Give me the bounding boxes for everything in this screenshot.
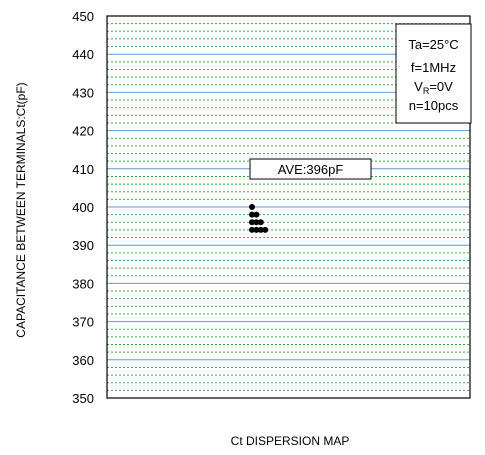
minor-grid [107,23,470,391]
condition-frequency: f=1MHz [411,60,456,75]
y-axis-ticks: 350 360 370 380 390 400 410 420 430 440 450 [72,9,94,406]
data-points [249,204,269,233]
data-point [249,219,255,226]
data-point [249,211,255,218]
data-point [253,219,260,226]
average-box: AVE:396pF [249,158,372,180]
data-point [253,226,260,233]
y-tick-label: 400 [72,200,94,215]
y-tick-label: 380 [72,276,94,291]
data-point [249,204,255,210]
y-tick-label: 390 [72,238,94,253]
y-tick-label: 350 [72,391,94,406]
y-tick-label: 360 [72,353,94,368]
data-point [249,226,255,233]
data-point [262,226,269,233]
y-tick-label: 450 [72,9,94,24]
condition-sample-count: n=10pcs [409,98,459,113]
y-tick-label: 440 [72,47,94,62]
y-tick-label: 430 [72,85,94,100]
data-point [253,211,260,218]
average-box-frame [249,158,372,180]
y-tick-label: 410 [72,162,94,177]
conditions-box: Ta=25°C f=1MHz VR=0V n=10pcs [395,23,472,124]
data-point [257,226,264,233]
y-tick-label: 370 [72,315,94,330]
conditions-box-frame [395,23,472,124]
x-axis-title: Ct DISPERSION MAP [231,434,350,448]
y-tick-label: 420 [72,124,94,139]
average-label: AVE:396pF [278,162,344,177]
condition-temperature: Ta=25°C [408,37,458,52]
data-point [257,219,264,226]
y-axis-title: CAPACITANCE BETWEEN TERMINALS:Ct(pF) [14,82,28,337]
plot-frame [106,15,471,399]
condition-reverse-voltage: VR=0V [414,79,453,96]
